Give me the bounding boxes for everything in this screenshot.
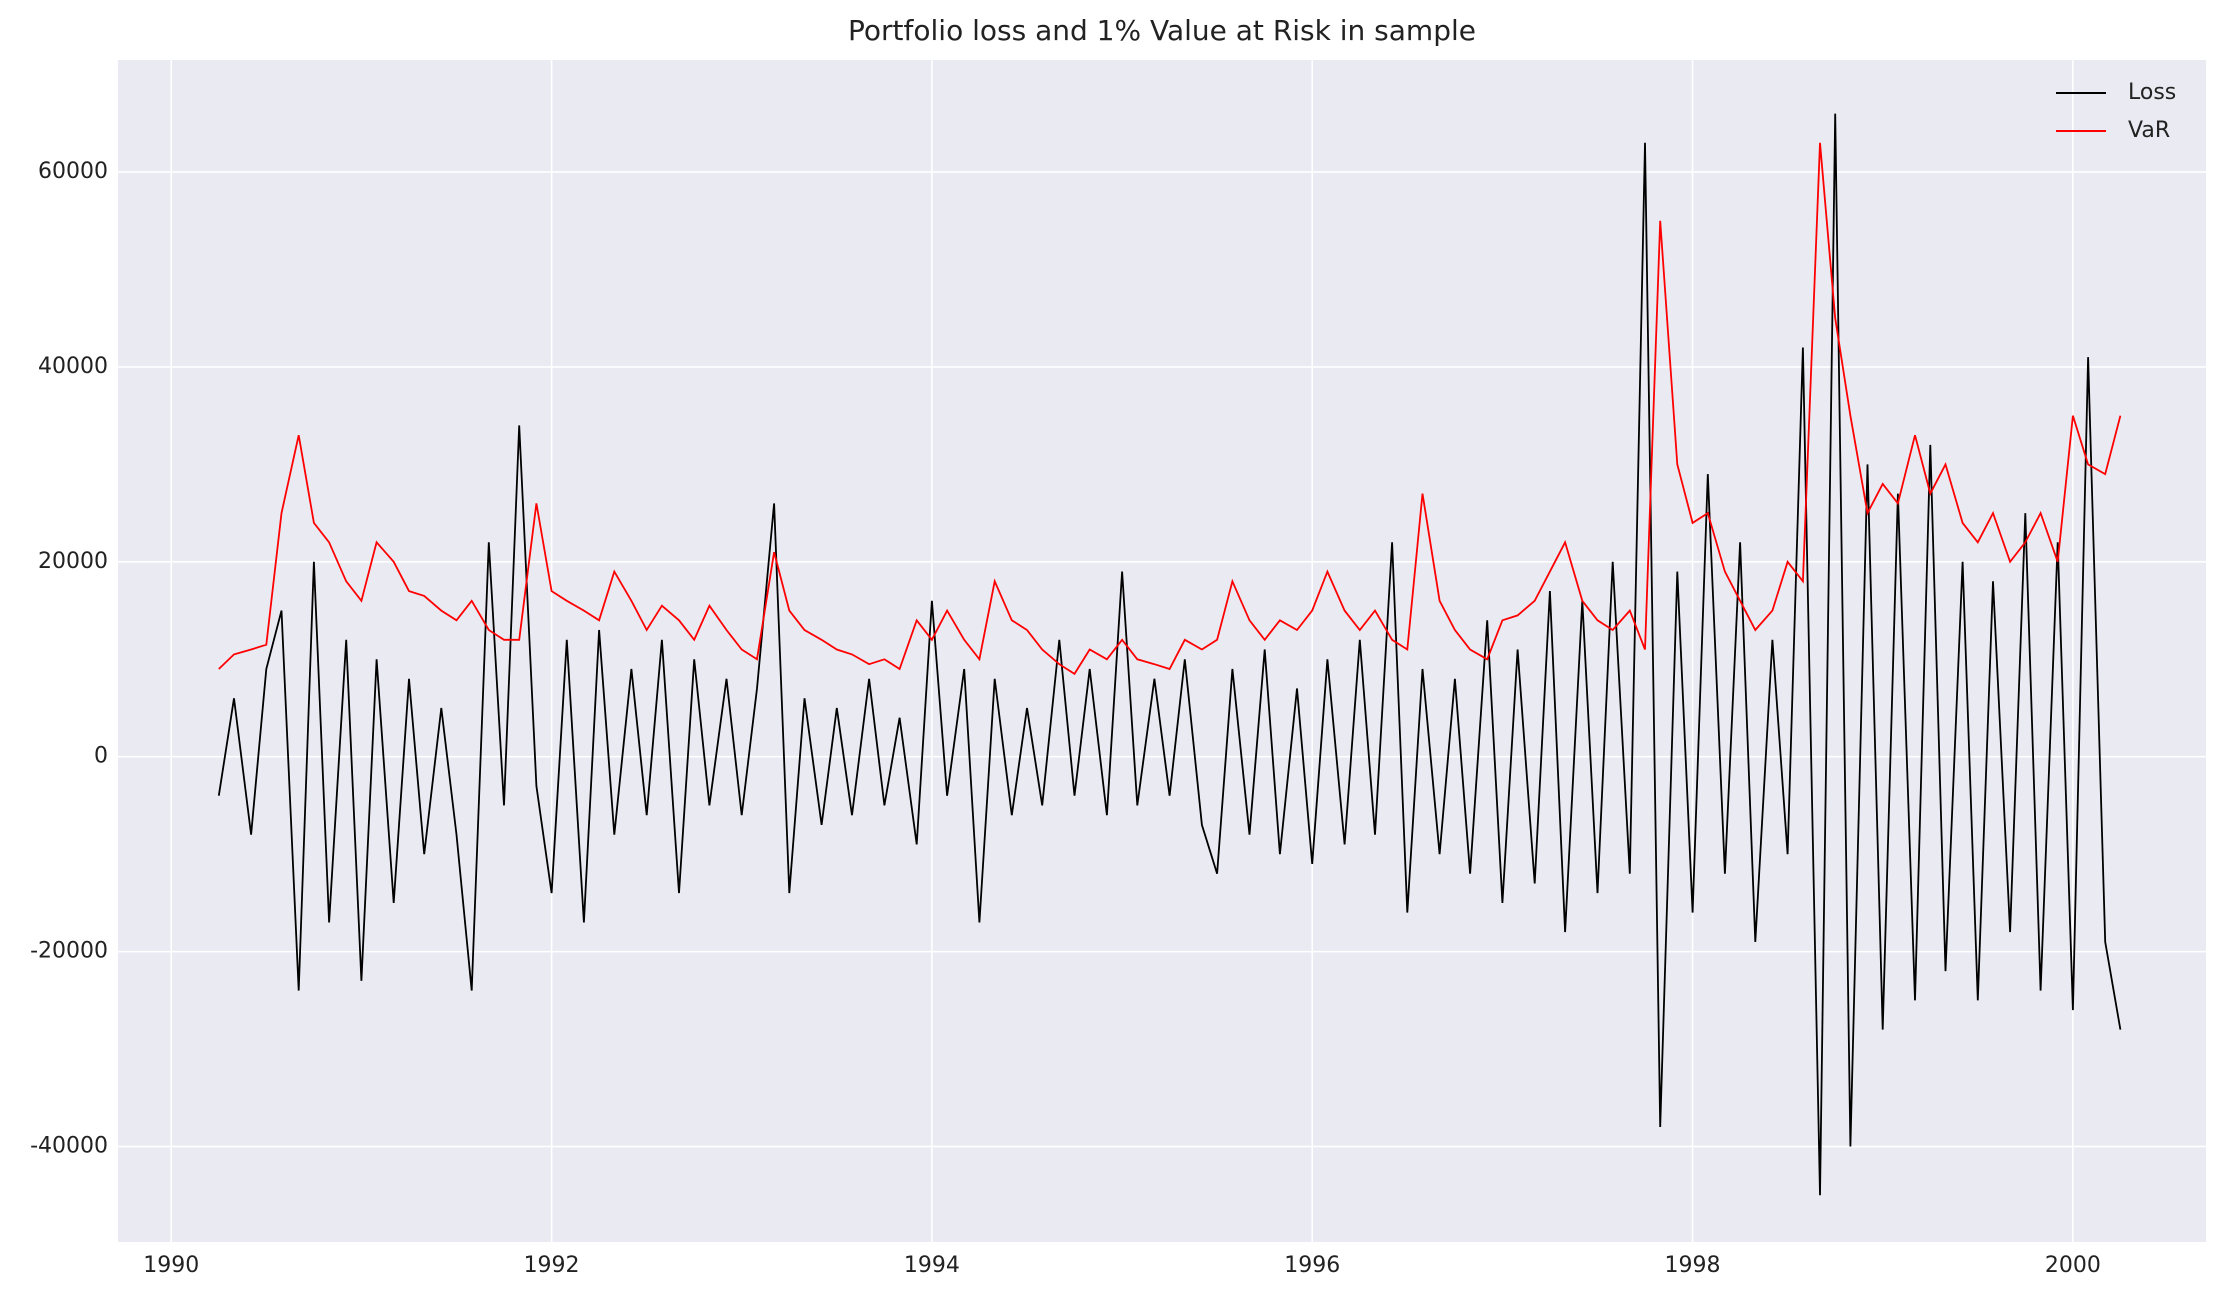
y-tick-label: 40000 <box>38 354 108 379</box>
series-line <box>218 142 2122 676</box>
y-tick-label: -20000 <box>30 939 108 964</box>
legend: Loss VaR <box>2056 80 2176 143</box>
x-tick-label: 1994 <box>904 1253 960 1278</box>
plot-area <box>118 60 2206 1242</box>
x-tick-label: 1998 <box>1665 1253 1721 1278</box>
series-line <box>217 113 2122 1196</box>
chart-title: Portfolio loss and 1% Value at Risk in s… <box>848 14 1476 47</box>
y-tick-label: 0 <box>94 744 108 769</box>
legend-label: Loss <box>2128 80 2176 105</box>
y-tick-label: 60000 <box>38 159 108 184</box>
x-tick-label: 1992 <box>524 1253 580 1278</box>
x-tick-label: 1990 <box>143 1253 199 1278</box>
legend-label: VaR <box>2128 118 2170 143</box>
y-tick-label: -40000 <box>30 1134 108 1159</box>
lines <box>217 113 2122 1196</box>
grid: -40000 -20000 0 20000 40000 60000 1990 1992 1994… <box>30 60 2206 1278</box>
x-tick-label: 2000 <box>2045 1253 2101 1278</box>
x-tick-label: 1996 <box>1284 1253 1340 1278</box>
y-tick-label: 20000 <box>38 549 108 574</box>
